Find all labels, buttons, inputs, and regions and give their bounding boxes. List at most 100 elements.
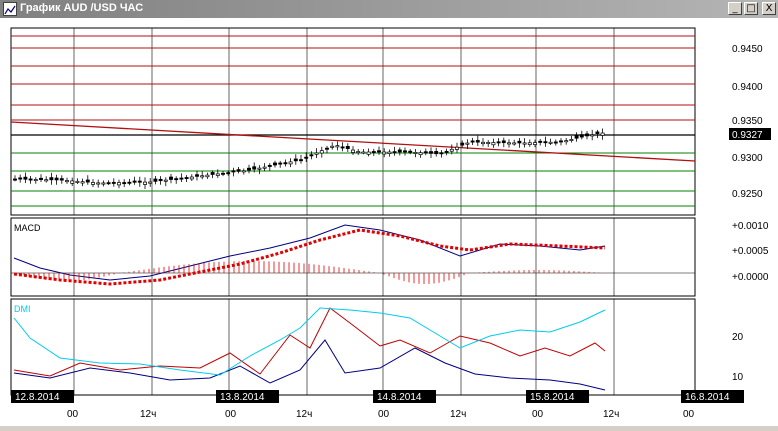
maximize-button[interactable]: □ <box>744 2 758 15</box>
candle-body <box>585 133 589 137</box>
hour-label: 12ч <box>140 409 156 420</box>
candle-body <box>366 151 371 155</box>
date-badge <box>373 390 436 403</box>
candle-body <box>111 181 116 184</box>
candle-body <box>169 176 173 180</box>
candle-body <box>210 172 215 175</box>
candle-body <box>569 139 574 141</box>
candle-body <box>163 179 168 182</box>
candle-body <box>527 142 532 145</box>
macd-tick: +0.0005 <box>732 246 769 257</box>
candle-body <box>470 140 475 143</box>
candle-body <box>153 178 158 182</box>
minimize-button[interactable]: _ <box>728 2 742 15</box>
candle-body <box>564 140 569 143</box>
candle-body <box>288 161 293 165</box>
candle-body <box>91 182 95 185</box>
candle-body <box>267 164 272 167</box>
candle-body <box>205 174 210 178</box>
chart-canvas[interactable]: 0.9450 0.9400 0.9350 0.9300 0.9250 0.932… <box>0 18 778 426</box>
candle-body <box>351 149 355 153</box>
candle-body <box>548 141 553 144</box>
dmi-panel-label: DMI <box>14 304 31 314</box>
chart-area[interactable]: 0.9450 0.9400 0.9350 0.9300 0.9250 0.932… <box>0 18 778 426</box>
candles <box>13 128 605 190</box>
candle-body <box>423 151 428 154</box>
candle-body <box>444 150 449 153</box>
candle-body <box>257 167 262 170</box>
date-badge <box>11 390 74 403</box>
candle-body <box>543 141 548 144</box>
candle-body <box>174 178 179 181</box>
candle-body <box>356 151 361 154</box>
date-label: 15.8.2014 <box>530 392 575 403</box>
candle-body <box>403 150 407 153</box>
minus-di-line <box>13 307 606 377</box>
candle-body <box>236 169 241 172</box>
candle-body <box>345 145 350 149</box>
candle-body <box>330 145 335 148</box>
candle-body <box>283 162 288 165</box>
current-price-badge <box>729 128 771 140</box>
candle-body <box>538 140 543 143</box>
candle-body <box>59 178 64 181</box>
candle-body <box>106 182 111 185</box>
date-badge <box>681 390 744 403</box>
candle-body <box>231 170 236 173</box>
candle-body <box>382 151 387 155</box>
candle-body <box>184 177 189 180</box>
candle-body <box>439 152 444 155</box>
candle-body <box>39 177 43 180</box>
candle-body <box>65 180 69 183</box>
candle-body <box>309 154 314 157</box>
candle-body <box>455 146 459 150</box>
candle-body <box>117 182 121 186</box>
hour-label: 00 <box>225 409 237 420</box>
date-label: 13.8.2014 <box>220 392 265 403</box>
current-price-label: 0.9327 <box>732 130 763 141</box>
candle-body <box>517 140 522 144</box>
candle-body <box>595 131 600 134</box>
candle-body <box>465 142 470 145</box>
date-label: 14.8.2014 <box>377 392 422 403</box>
dmi-tick: 10 <box>732 372 744 383</box>
candle-body <box>507 142 511 145</box>
candle-body <box>122 182 127 185</box>
candle-body <box>54 177 59 181</box>
candle-body <box>148 181 153 184</box>
dmi-panel-frame <box>10 298 696 396</box>
candle-body <box>101 182 106 185</box>
candle-body <box>200 175 205 178</box>
candle-body <box>44 179 49 182</box>
candle-body <box>496 141 501 144</box>
candle-body <box>553 141 558 144</box>
candle-body <box>460 142 465 146</box>
candle-body <box>80 181 85 184</box>
candle-body <box>590 134 595 137</box>
candle-body <box>418 152 423 156</box>
title-bar[interactable]: График AUD /USD ЧАС _ □ X <box>0 0 778 18</box>
macd-tick: +0.0000 <box>732 272 769 283</box>
hour-label: 00 <box>683 409 695 420</box>
candle-body <box>387 151 392 155</box>
candle-body <box>33 179 38 182</box>
macd-panel-label: MACD <box>14 223 41 233</box>
close-button[interactable]: X <box>762 2 776 15</box>
candle-body <box>392 151 397 154</box>
candle-body <box>475 140 480 143</box>
candle-body <box>132 180 137 183</box>
hour-label: 12ч <box>450 409 466 420</box>
candle-body <box>195 174 199 177</box>
candle-body <box>179 177 184 180</box>
candle-body <box>335 145 340 148</box>
candle-body <box>325 147 329 150</box>
candle-body <box>574 135 579 139</box>
candle-body <box>75 180 80 183</box>
candle-body <box>13 178 17 181</box>
price-tick: 0.9350 <box>732 116 763 127</box>
candle-body <box>304 156 309 159</box>
candle-body <box>522 142 527 145</box>
candle-body <box>481 141 485 145</box>
candle-body <box>533 142 537 145</box>
candle-body <box>273 162 277 166</box>
